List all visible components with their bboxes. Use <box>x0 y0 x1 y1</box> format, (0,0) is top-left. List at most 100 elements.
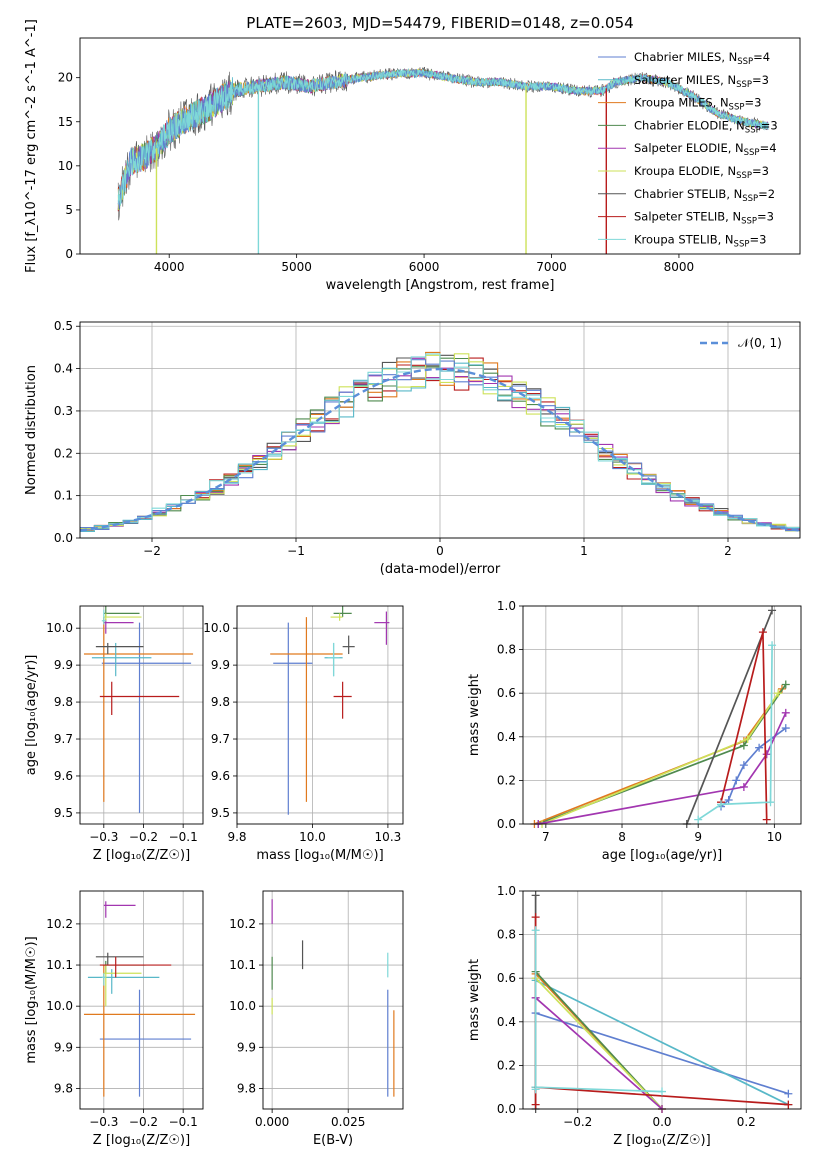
weight-marker <box>766 798 775 807</box>
y-tick-label: 0.6 <box>497 971 516 985</box>
residuals-axes: −2 −1 0 1 2 0.0 0.1 0.2 0.3 0.4 0.5 (data-model)/er… <box>24 319 801 577</box>
y-tick-label: 9.8 <box>211 695 230 709</box>
x-tick-label: 2 <box>724 544 732 558</box>
spectrum-line-series-8 <box>117 67 769 206</box>
weight-marker <box>784 1089 793 1098</box>
ebv_vs_mass-frame <box>262 890 404 1110</box>
weight-marker <box>531 1085 540 1094</box>
y-tick-label: 0.0 <box>54 531 73 545</box>
y-tick-label: 10.2 <box>46 917 73 931</box>
y-axis-label: mass [log₁₀(M/M☉)] <box>24 936 39 1063</box>
y-tick-label: 10.2 <box>229 917 256 931</box>
weight-marker <box>762 815 771 824</box>
weight-marker <box>531 891 540 900</box>
x-tick-label: 10 <box>767 830 782 844</box>
weight-marker <box>758 628 767 637</box>
y-tick-label: 10.1 <box>229 958 256 972</box>
x-axis-label: age [log₁₀(age/yr)] <box>602 848 723 863</box>
x-tick-label: 6000 <box>409 260 440 274</box>
legend-label: Kroupa MILES, NSSP=3 <box>634 96 761 113</box>
legend-label: Salpeter STELIB, NSSP=3 <box>634 210 774 227</box>
y-tick-label: 10 <box>58 159 73 173</box>
y-tick-label: 9.5 <box>211 806 230 820</box>
y-tick-label: 9.5 <box>54 806 73 820</box>
x-tick-label: 9.8 <box>227 830 246 844</box>
spectrum-legend: Chabrier MILES, NSSP=4 Salpeter MILES, NS… <box>598 50 778 249</box>
legend-label: Chabrier MILES, NSSP=4 <box>634 50 770 67</box>
z_vs_age-frame <box>79 605 204 825</box>
figure-title: PLATE=2603, MJD=54479, FIBERID=0148, z=0… <box>246 14 633 32</box>
x-tick-label: 9 <box>694 830 702 844</box>
x-axis-label: E(B-V) <box>313 1133 353 1148</box>
x-tick-label: 0.0 <box>652 1115 671 1129</box>
x-tick-label: 10.0 <box>299 830 326 844</box>
weight-marker <box>724 796 733 805</box>
weight-marker <box>739 741 748 750</box>
spectrum-frame <box>79 37 801 255</box>
y-tick-label: 0.0 <box>497 817 516 831</box>
weight-marker <box>739 782 748 791</box>
weight-marker <box>762 750 771 759</box>
y-tick-label: 0.6 <box>497 686 516 700</box>
z_vs_age-axes: −0.3 −0.2 −0.1 9.5 9.6 9.7 9.8 9.9 10.0 Z [log₁₀(… <box>24 605 204 863</box>
x-tick-label: 7000 <box>536 260 567 274</box>
x-tick-label: −0.2 <box>129 830 158 844</box>
weight-line-series-4 <box>538 712 787 825</box>
y-tick-label: 9.9 <box>237 1040 256 1054</box>
weight-marker <box>531 1100 540 1109</box>
y-tick-label: 0.2 <box>497 1058 516 1072</box>
y-tick-label: 10.0 <box>46 621 73 635</box>
weight-marker <box>531 913 540 922</box>
y-tick-label: 9.6 <box>211 769 230 783</box>
y-axis-label: mass weight <box>467 959 482 1041</box>
z_vs_mass-frame <box>79 890 204 1110</box>
x-tick-label: 0.025 <box>331 1115 365 1129</box>
weight-line-series-7 <box>535 1086 789 1106</box>
age_weight-frame <box>522 605 802 825</box>
weight-marker <box>755 743 764 752</box>
legend-label: Chabrier STELIB, NSSP=2 <box>634 187 775 204</box>
y-tick-label: 0.8 <box>497 643 516 657</box>
weight-line-series-6 <box>686 610 773 825</box>
spectrum-axes: 4000 5000 6000 7000 8000 0 5 10 15 20 wavelength [… <box>24 19 801 293</box>
x-tick-label: −0.3 <box>89 1115 118 1129</box>
z_weight-frame <box>522 890 802 1110</box>
y-tick-label: 9.9 <box>211 658 230 672</box>
weight-line-series-8 <box>535 1086 663 1093</box>
y-tick-label: 0.2 <box>54 446 73 460</box>
legend-label: 𝒩(0, 1) <box>738 336 782 350</box>
y-axis-label: Flux [f_λ10^-17 erg cm^-2 s^-1 A^-1] <box>24 19 39 273</box>
x-tick-label: 5000 <box>281 260 312 274</box>
y-tick-label: 9.6 <box>54 769 73 783</box>
x-axis-label: (data-model)/error <box>380 562 501 577</box>
x-tick-label: 8000 <box>664 260 695 274</box>
y-tick-label: 10.0 <box>203 621 230 635</box>
weight-marker <box>768 606 777 615</box>
y-tick-label: 9.9 <box>54 658 73 672</box>
weight-marker <box>781 680 790 689</box>
x-tick-label: −0.2 <box>563 1115 592 1129</box>
x-tick-label: −1 <box>287 544 305 558</box>
x-axis-label: Z [log₁₀(Z/Z☉)] <box>613 1133 710 1148</box>
y-tick-label: 9.8 <box>237 1081 256 1095</box>
legend-label: Chabrier ELODIE, NSSP=3 <box>634 118 778 135</box>
y-axis-label: mass weight <box>467 674 482 756</box>
y-tick-label: 20 <box>58 71 73 85</box>
y-tick-label: 0.2 <box>497 773 516 787</box>
y-tick-label: 0.4 <box>497 1015 516 1029</box>
y-tick-label: 0.1 <box>54 489 73 503</box>
weight-marker <box>774 689 783 698</box>
weight-marker <box>781 724 790 733</box>
x-tick-label: −2 <box>143 544 161 558</box>
age_weight-axes: 7 8 9 10 0.0 0.2 0.4 0.6 0.8 1.0 age [log₁₀(age/yr… <box>467 599 802 863</box>
weight-marker <box>768 641 777 650</box>
y-tick-label: 10.0 <box>46 999 73 1013</box>
weight-marker <box>781 708 790 717</box>
y-tick-label: 10.0 <box>229 999 256 1013</box>
x-axis-label: Z [log₁₀(Z/Z☉)] <box>93 1133 190 1148</box>
z_weight-axes: −0.2 0.0 0.2 0.0 0.2 0.4 0.6 0.8 1.0 Z [log₁₀(Z/Z… <box>467 884 802 1148</box>
weight-marker <box>658 1087 666 1096</box>
x-axis-label: wavelength [Angstrom, rest frame] <box>326 278 555 293</box>
